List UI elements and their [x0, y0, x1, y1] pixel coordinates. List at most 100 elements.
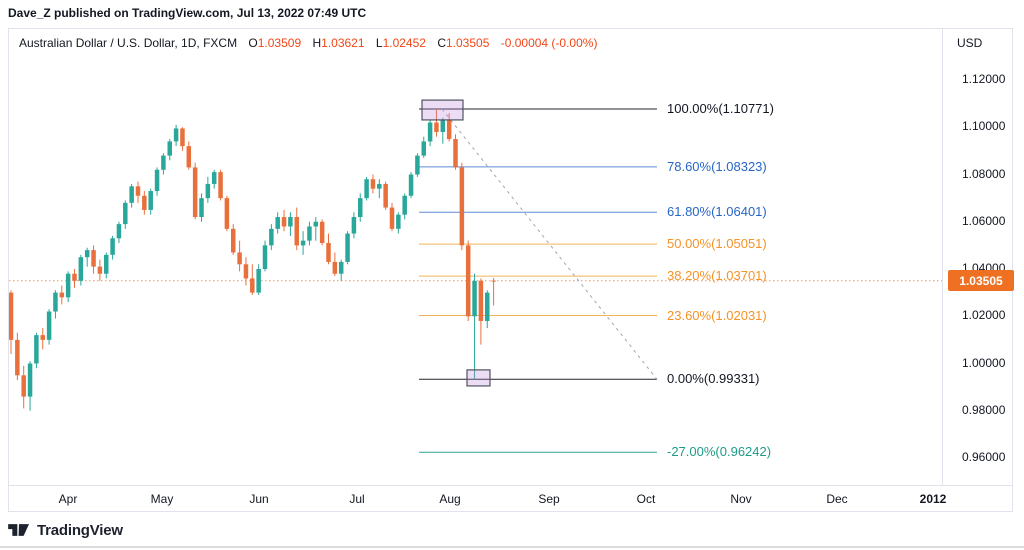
month-label: Jun [249, 492, 269, 506]
chart-canvas[interactable] [9, 29, 942, 485]
candle-body [434, 122, 439, 132]
candle-body [15, 339, 20, 376]
candle-body [180, 128, 185, 147]
candle-body [27, 363, 33, 397]
candle-body [237, 252, 242, 265]
price-tick-label: 1.00000 [962, 355, 1006, 370]
candle-body [338, 261, 344, 274]
candle-body [40, 335, 45, 340]
chart-legend: Australian Dollar / U.S. Dollar, 1D, FXC… [19, 36, 597, 50]
price-scale-separator [942, 29, 943, 485]
candle-body [332, 261, 338, 274]
price-tick-label: 0.96000 [962, 450, 1006, 464]
candle-body [415, 155, 420, 175]
candle-body [288, 217, 293, 227]
month-label: Dec [826, 492, 848, 506]
ohlc-close: C1.03505 [437, 36, 490, 50]
candle-body [440, 120, 446, 132]
candle-body [116, 224, 122, 239]
candle-body [383, 183, 388, 208]
brand-name: TradingView [37, 521, 123, 539]
candle-body [231, 228, 236, 253]
candle-body [161, 155, 166, 170]
candle-body [307, 226, 312, 241]
page-bottom-rule [0, 546, 1024, 548]
month-label: Sep [538, 492, 560, 506]
candle-body [300, 240, 306, 246]
candle-body [446, 120, 452, 140]
candle-body [427, 122, 433, 142]
fib-level-label: 100.00%(1.10771) [667, 101, 774, 117]
candle-body [275, 217, 280, 229]
fib-level-label: 38.20%(1.03701) [667, 268, 767, 284]
candle-body [313, 221, 319, 227]
candle-body [465, 245, 471, 317]
candle-body [351, 217, 357, 234]
candle-body [256, 269, 261, 293]
candle-body [173, 128, 179, 142]
candle-body [53, 292, 58, 312]
candle-body [199, 198, 204, 218]
candle-body [65, 273, 71, 298]
candle-body [46, 311, 52, 340]
candle-body [491, 280, 496, 282]
month-label: Apr [58, 492, 78, 506]
month-label: Jul [349, 492, 365, 506]
candle-body [281, 217, 287, 227]
candle-body [167, 141, 172, 156]
price-tick-label: 1.10000 [962, 119, 1006, 134]
candle-body [472, 280, 477, 317]
candle-body [294, 217, 299, 246]
candle-body [78, 257, 84, 281]
candle-body [269, 228, 274, 246]
fib-level-label: 61.80%(1.06401) [667, 204, 767, 220]
candle-body [396, 214, 401, 229]
month-label: Nov [730, 492, 752, 506]
candle-body [9, 292, 14, 340]
candle-body [34, 335, 39, 364]
candle-body [84, 250, 90, 258]
tradingview-logo-icon [8, 524, 29, 536]
candle-body [97, 266, 103, 274]
candle-body [319, 221, 325, 244]
fib-trendline [441, 108, 658, 380]
candle-body [218, 172, 223, 199]
price-tick-label: 1.06000 [962, 213, 1006, 228]
ohlc-open: O1.03509 [248, 36, 302, 50]
candle-body [377, 183, 382, 189]
year-label: 2012 [919, 492, 947, 506]
candle-body [250, 278, 255, 293]
price-tick-label: 1.02000 [962, 308, 1006, 323]
footer-brand[interactable]: TradingView [8, 518, 123, 542]
candle-body [370, 179, 376, 189]
candle-body [358, 198, 363, 218]
ohlc-low: L1.02452 [375, 36, 426, 50]
candle-body [192, 167, 198, 218]
price-tick-label: 1.08000 [962, 166, 1006, 181]
month-label: Aug [439, 492, 461, 506]
candle-body [243, 264, 249, 279]
candle-body [142, 195, 147, 210]
candle-body [59, 292, 65, 298]
candle-body [459, 167, 465, 246]
candle-body [110, 238, 115, 255]
symbol-title: Australian Dollar / U.S. Dollar, 1D, FXC… [19, 36, 238, 50]
fib-level-label: -27.00%(0.96242) [667, 444, 772, 460]
candle-body [478, 280, 484, 321]
candle-body [104, 254, 109, 274]
month-label: Oct [636, 492, 656, 506]
candle-body [91, 250, 96, 267]
chart-widget: Australian Dollar / U.S. Dollar, 1D, FXC… [8, 28, 1014, 512]
candle-body [389, 207, 395, 229]
candle-body [72, 273, 77, 281]
candle-body [421, 141, 426, 156]
fib-level-label: 23.60%(1.02031) [667, 307, 767, 323]
candle-body [402, 195, 407, 215]
highlight-box [421, 99, 464, 121]
candle-body [205, 183, 211, 199]
fib-level-label: 78.60%(1.08323) [667, 158, 767, 174]
candle-body [211, 172, 217, 184]
quote-currency-label: USD [957, 36, 983, 50]
change-readout: -0.00004 (-0.00%) [500, 36, 598, 50]
